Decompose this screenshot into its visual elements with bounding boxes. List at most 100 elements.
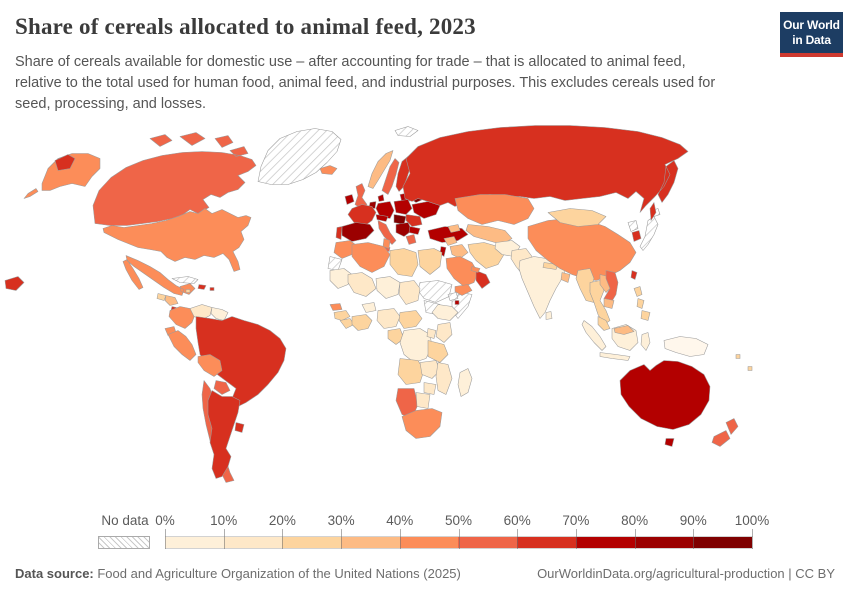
country-ethiopia[interactable] <box>431 304 459 321</box>
country-bangladesh[interactable] <box>560 272 571 283</box>
country-germany[interactable] <box>375 201 395 219</box>
legend-bin[interactable] <box>399 537 459 548</box>
legend-bin[interactable] <box>517 537 576 548</box>
country-france[interactable] <box>347 204 377 227</box>
country-kenya[interactable] <box>435 322 453 343</box>
country-saudi-arabia[interactable] <box>445 256 479 287</box>
country-uae-qatar[interactable] <box>470 266 481 273</box>
country-cameroon-car[interactable] <box>398 310 423 329</box>
country-angola[interactable] <box>397 358 425 385</box>
country-mongolia[interactable] <box>547 208 607 227</box>
country-philippines[interactable] <box>633 286 651 321</box>
country-burkina-faso[interactable] <box>361 302 377 313</box>
country-puerto-rico[interactable] <box>209 287 215 291</box>
country-yemen[interactable] <box>454 284 473 296</box>
country-south-korea[interactable] <box>631 230 642 242</box>
country-mozambique[interactable] <box>435 362 453 395</box>
country-zimbabwe[interactable] <box>423 382 437 395</box>
country-caucasus[interactable] <box>447 224 461 233</box>
legend-no-data[interactable]: No data <box>98 513 152 549</box>
country-oman[interactable] <box>475 270 491 289</box>
country-venezuela[interactable] <box>189 304 213 320</box>
country-western-sahara-nodata[interactable] <box>327 256 343 271</box>
country-egypt[interactable] <box>417 248 443 275</box>
country-nigeria[interactable] <box>376 308 401 329</box>
country-alaska[interactable] <box>23 153 101 199</box>
country-mexico[interactable] <box>122 255 196 296</box>
country-sri-lanka[interactable] <box>545 311 553 320</box>
country-greenland-nodata[interactable] <box>257 128 342 185</box>
country-kazakhstan[interactable] <box>454 194 535 225</box>
country-indonesia-java[interactable] <box>599 352 631 361</box>
country-bolivia[interactable] <box>197 354 223 377</box>
country-new-zealand[interactable] <box>711 418 739 447</box>
country-dr-congo[interactable] <box>399 328 433 363</box>
country-denmark[interactable] <box>377 194 385 202</box>
country-guyanas[interactable] <box>210 307 229 321</box>
owid-logo[interactable]: Our World in Data <box>780 12 843 57</box>
country-peru[interactable] <box>167 330 197 361</box>
country-gabon-congo[interactable] <box>387 328 405 345</box>
country-austria-switzerland[interactable] <box>375 214 389 222</box>
country-norway[interactable] <box>367 150 394 189</box>
country-madagascar[interactable] <box>457 368 473 397</box>
country-libya[interactable] <box>389 248 419 277</box>
country-djibouti[interactable] <box>454 300 460 305</box>
country-greece[interactable] <box>405 234 417 245</box>
legend-bin[interactable] <box>282 537 342 548</box>
country-guinea[interactable] <box>333 310 351 321</box>
country-colombia[interactable] <box>168 306 196 329</box>
country-tunisia[interactable] <box>382 238 391 249</box>
country-jamaica[interactable] <box>185 289 191 293</box>
country-paraguay[interactable] <box>213 380 231 395</box>
country-niger[interactable] <box>375 276 401 299</box>
footer-link[interactable]: OurWorldinData.org/agricultural-producti… <box>537 566 835 581</box>
country-south-africa[interactable] <box>401 408 443 439</box>
country-balkans[interactable] <box>395 222 413 237</box>
country-botswana[interactable] <box>415 392 431 409</box>
country-algeria[interactable] <box>351 242 391 273</box>
legend-bin[interactable] <box>458 537 518 548</box>
country-united-states[interactable] <box>102 208 252 272</box>
country-eritrea-nodata[interactable] <box>447 292 459 301</box>
country-mali[interactable] <box>347 272 377 297</box>
country-north-korea-nodata[interactable] <box>627 220 639 232</box>
legend-no-data-swatch[interactable] <box>98 536 150 549</box>
country-tanzania[interactable] <box>427 340 449 363</box>
country-indonesia-sulawesi[interactable] <box>640 332 651 351</box>
legend-bin[interactable] <box>693 537 752 548</box>
country-sweden[interactable] <box>381 158 400 195</box>
country-cuba-nodata[interactable] <box>171 276 199 284</box>
legend-bin[interactable] <box>634 537 694 548</box>
country-russia[interactable] <box>4 125 689 291</box>
country-ireland[interactable] <box>344 194 355 205</box>
country-iceland[interactable] <box>319 165 338 175</box>
country-canada[interactable] <box>92 132 257 226</box>
legend-bin[interactable] <box>341 537 400 548</box>
country-bulgaria[interactable] <box>408 226 421 235</box>
country-cambodia[interactable] <box>603 298 615 309</box>
country-new-guinea[interactable] <box>663 336 709 357</box>
country-portugal[interactable] <box>335 226 343 240</box>
country-united-kingdom[interactable] <box>354 183 368 209</box>
country-malaysia-borneo[interactable] <box>613 325 635 335</box>
country-argentina[interactable] <box>207 390 241 479</box>
country-pacific-islands[interactable] <box>735 354 753 371</box>
legend-bin[interactable] <box>165 537 224 548</box>
country-iraq[interactable] <box>449 244 469 259</box>
country-australia[interactable] <box>619 360 711 447</box>
country-svalbard-nodata[interactable] <box>394 126 419 137</box>
country-chad[interactable] <box>398 280 421 305</box>
country-hispaniola[interactable] <box>197 284 207 290</box>
country-mauritania[interactable] <box>329 268 353 289</box>
country-syria[interactable] <box>443 236 458 246</box>
country-iran[interactable] <box>467 242 505 269</box>
legend-bin[interactable] <box>575 537 635 548</box>
country-japan-nodata[interactable] <box>639 208 661 251</box>
legend-bin[interactable] <box>223 537 283 548</box>
country-zambia[interactable] <box>419 360 441 379</box>
country-indonesia-sumatra[interactable] <box>581 320 607 351</box>
country-poland[interactable] <box>393 199 413 215</box>
country-sudan-nodata[interactable] <box>417 280 453 303</box>
country-guatemala[interactable] <box>156 293 167 301</box>
